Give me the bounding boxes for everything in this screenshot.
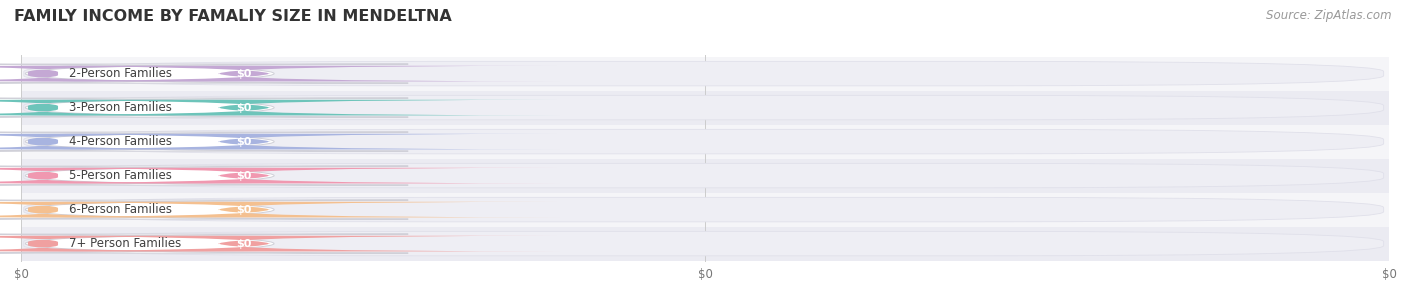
FancyBboxPatch shape — [0, 134, 560, 149]
FancyBboxPatch shape — [24, 231, 1384, 256]
FancyBboxPatch shape — [0, 134, 274, 149]
Bar — [21, 227, 1389, 260]
Text: $0: $0 — [236, 239, 252, 249]
FancyBboxPatch shape — [0, 166, 408, 185]
Text: FAMILY INCOME BY FAMALIY SIZE IN MENDELTNA: FAMILY INCOME BY FAMALIY SIZE IN MENDELT… — [14, 9, 451, 24]
FancyBboxPatch shape — [0, 236, 560, 251]
FancyBboxPatch shape — [0, 202, 560, 217]
FancyBboxPatch shape — [0, 98, 408, 117]
FancyBboxPatch shape — [0, 64, 408, 83]
FancyBboxPatch shape — [0, 100, 560, 115]
FancyBboxPatch shape — [24, 61, 1384, 86]
Text: 2-Person Families: 2-Person Families — [69, 67, 172, 80]
FancyBboxPatch shape — [0, 200, 408, 219]
FancyBboxPatch shape — [0, 66, 274, 81]
FancyBboxPatch shape — [24, 129, 1384, 154]
FancyBboxPatch shape — [0, 168, 560, 183]
Text: 7+ Person Families: 7+ Person Families — [69, 237, 181, 250]
Bar — [21, 192, 1389, 227]
FancyBboxPatch shape — [0, 66, 560, 81]
Text: 6-Person Families: 6-Person Families — [69, 203, 172, 216]
Text: $0: $0 — [236, 205, 252, 215]
Bar — [21, 125, 1389, 159]
FancyBboxPatch shape — [24, 95, 1384, 120]
FancyBboxPatch shape — [24, 197, 1384, 222]
Bar — [21, 57, 1389, 91]
FancyBboxPatch shape — [0, 234, 408, 253]
FancyBboxPatch shape — [24, 163, 1384, 188]
FancyBboxPatch shape — [0, 132, 408, 151]
Bar — [21, 159, 1389, 192]
Text: 5-Person Families: 5-Person Families — [69, 169, 172, 182]
FancyBboxPatch shape — [0, 202, 274, 217]
Bar — [21, 91, 1389, 125]
Text: $0: $0 — [236, 170, 252, 181]
Text: $0: $0 — [236, 137, 252, 147]
Text: 4-Person Families: 4-Person Families — [69, 135, 172, 148]
Text: $0: $0 — [236, 102, 252, 113]
Text: $0: $0 — [236, 69, 252, 79]
FancyBboxPatch shape — [0, 100, 274, 115]
FancyBboxPatch shape — [0, 236, 274, 251]
Text: 3-Person Families: 3-Person Families — [69, 101, 172, 114]
FancyBboxPatch shape — [0, 168, 274, 183]
Text: Source: ZipAtlas.com: Source: ZipAtlas.com — [1267, 9, 1392, 22]
